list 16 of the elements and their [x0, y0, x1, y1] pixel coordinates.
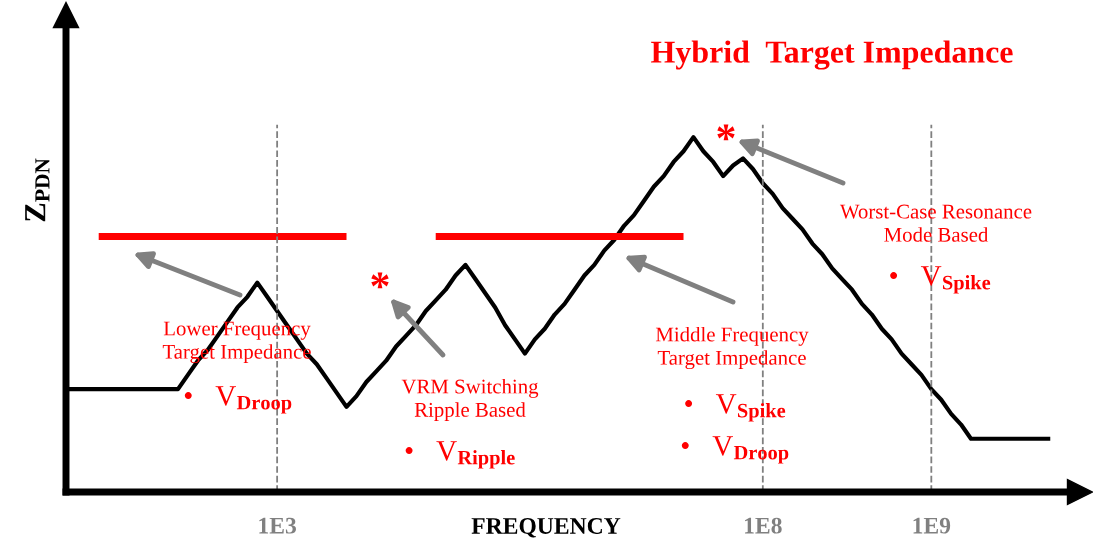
x-axis-title: FREQUENCY — [471, 518, 621, 538]
annotation: VRM Switching Ripple Based — [401, 378, 539, 422]
annotation: • V$_{Droop}$ — [184, 386, 292, 414]
x-tick-label: 1E9 — [913, 517, 951, 534]
annotation: • V$_{Ripple}$ — [405, 441, 515, 469]
annotation: • V$_{Spike}$ — [890, 266, 991, 294]
annotation: • V$_{Spike}$ — [685, 394, 786, 422]
x-tick-label: 1E8 — [745, 517, 782, 534]
annotation: Middle Frequency Target Impedance — [655, 326, 809, 370]
x-tick-label: 1E3 — [259, 517, 296, 534]
chart-title: Hybrid Target Impedance — [651, 40, 1013, 70]
annotation: Worst-Case Resonance Mode Based — [839, 204, 1032, 242]
annotation: • V$_{Droop}$ — [681, 436, 789, 464]
y-axis-title: Z$_{PDN}$ — [25, 158, 50, 222]
annotation: * — [371, 272, 389, 289]
annotation: * — [717, 124, 735, 141]
